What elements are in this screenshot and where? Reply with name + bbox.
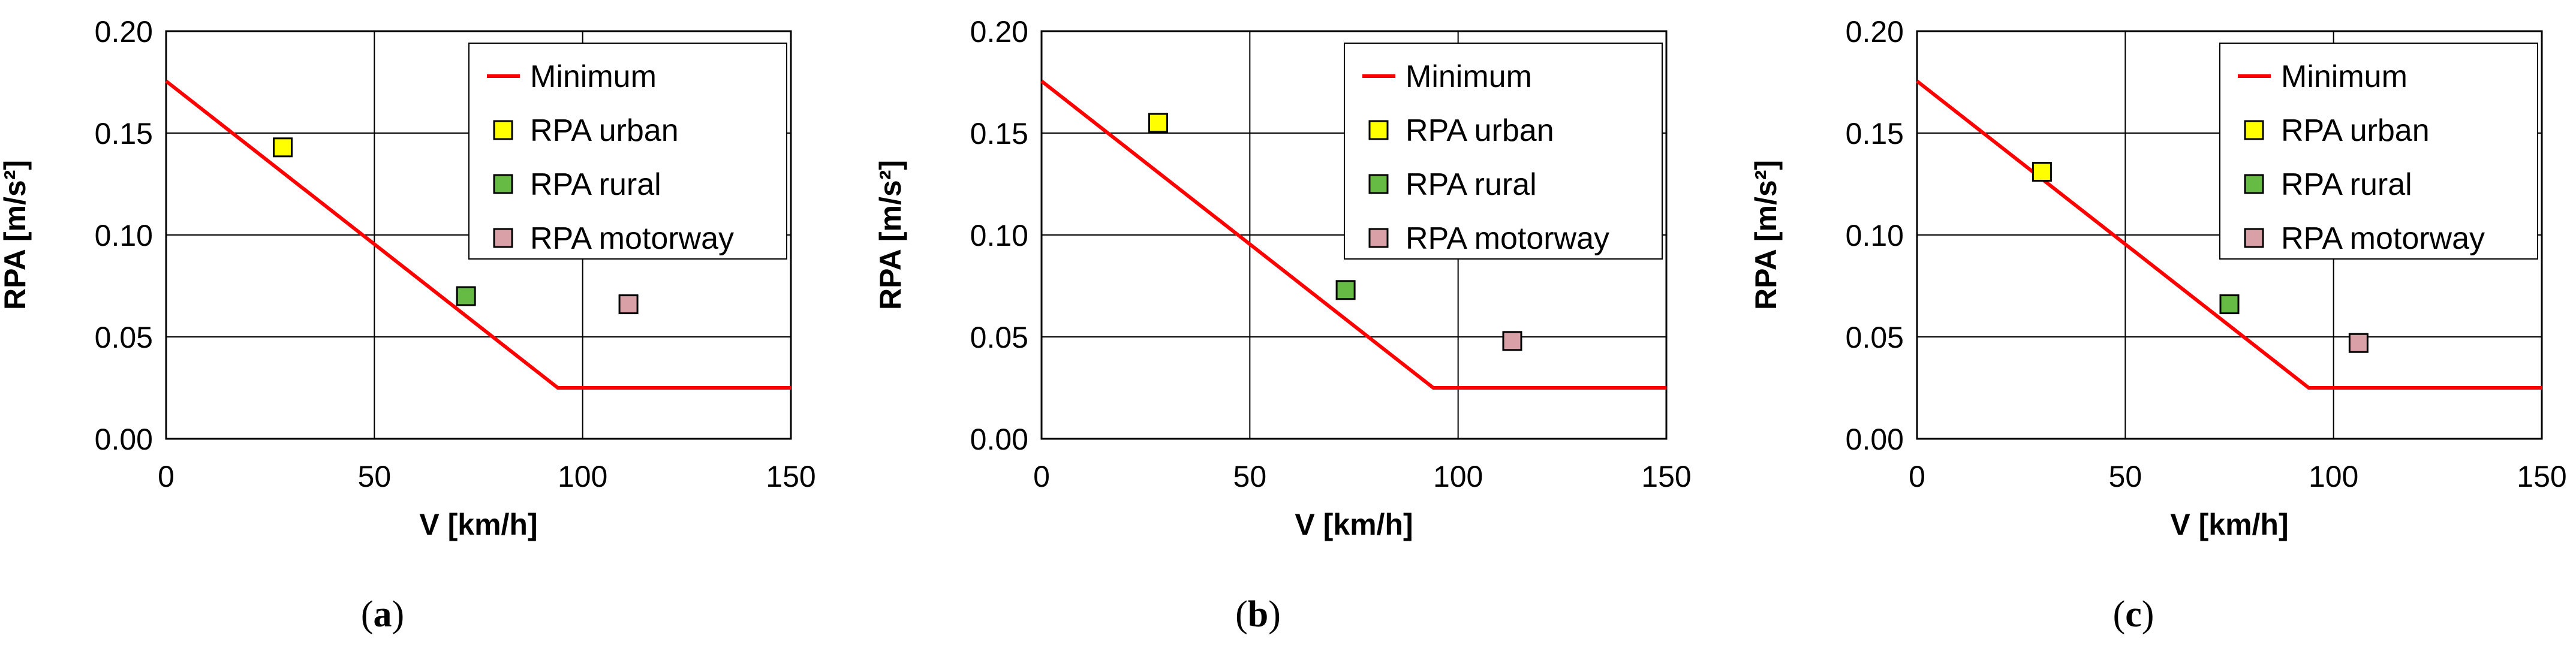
y-tick-label: 0.05 <box>1846 321 1904 354</box>
rpa-rural-marker <box>456 286 476 306</box>
x-tick-label: 0 <box>1033 460 1050 493</box>
x-tick-label: 150 <box>2517 460 2566 493</box>
caption-letter: c <box>2125 594 2142 635</box>
rpa-motorway-marker <box>2348 333 2369 353</box>
caption-paren: ) <box>392 594 405 635</box>
legend: Minimum RPA urban RPA rural RPA motorway <box>468 43 787 260</box>
y-tick-label: 0.10 <box>95 219 153 252</box>
legend-marker-swatch <box>2244 228 2264 248</box>
y-tick-label: 0.15 <box>1846 117 1904 150</box>
legend-marker-swatch <box>493 228 513 248</box>
y-axis-title: RPA [m/s²] <box>874 160 907 310</box>
rpa-urban-marker <box>1148 113 1169 133</box>
chart-panel-c: 0 50 100 150 0.00 0.05 0.10 0.15 0.20 Minimum RPA … <box>1749 15 2567 635</box>
rpa-motorway-marker <box>618 294 639 315</box>
legend-marker-swatch <box>2244 174 2264 194</box>
chart-panel-b: 0 50 100 150 0.00 0.05 0.10 0.15 0.20 Minimum RPA … <box>874 15 1692 635</box>
y-tick-label: 0.05 <box>95 321 153 354</box>
rpa-urban-marker <box>273 137 293 158</box>
y-tick-label: 0.00 <box>970 423 1028 456</box>
y-tick-label: 0.00 <box>95 423 153 456</box>
legend-label: RPA urban <box>530 113 679 148</box>
plot-area <box>165 30 792 440</box>
caption-paren: ( <box>2113 594 2126 635</box>
legend-marker-swatch <box>493 120 513 140</box>
legend: Minimum RPA urban RPA rural RPA motorway <box>1344 43 1663 260</box>
legend-box <box>2219 43 2538 260</box>
x-tick-label: 150 <box>766 460 815 493</box>
x-tick-label: 0 <box>158 460 174 493</box>
legend-label: RPA rural <box>1406 167 1537 202</box>
x-tick-label: 150 <box>1641 460 1691 493</box>
y-tick-label: 0.15 <box>95 117 153 150</box>
x-tick-label: 50 <box>2109 460 2142 493</box>
y-tick-label: 0.00 <box>1846 423 1904 456</box>
legend-label: Minimum <box>2281 59 2408 94</box>
legend-label: RPA urban <box>2281 113 2430 148</box>
y-tick-label: 0.20 <box>970 15 1028 49</box>
caption-paren: ) <box>1268 594 1281 635</box>
x-axis-title: V [km/h] <box>1295 508 1413 541</box>
rpa-rural-marker <box>1335 280 1356 300</box>
y-tick-label: 0.10 <box>970 219 1028 252</box>
caption-letter: b <box>1248 594 1268 635</box>
caption-paren: ) <box>2142 594 2154 635</box>
y-tick-label: 0.10 <box>1846 219 1904 252</box>
rpa-motorway-marker <box>1502 331 1522 351</box>
x-tick-label: 100 <box>558 460 607 493</box>
legend-label: Minimum <box>530 59 657 94</box>
x-tick-label: 100 <box>2309 460 2358 493</box>
legend-label: RPA rural <box>2281 167 2412 202</box>
panel-caption: (b) <box>1235 594 1281 635</box>
legend-box <box>468 43 787 260</box>
legend-marker-swatch <box>2244 120 2264 140</box>
rpa-rural-marker <box>2219 294 2240 315</box>
x-tick-label: 100 <box>1433 460 1483 493</box>
chart-panel-a: 0 50 100 150 0.00 0.05 0.10 0.15 0.20 Minimum RPA … <box>0 15 816 635</box>
y-tick-label: 0.20 <box>1846 15 1904 49</box>
panel-caption: (a) <box>361 594 404 635</box>
caption-paren: ( <box>1235 594 1248 635</box>
y-axis-title: RPA [m/s²] <box>0 160 32 310</box>
legend-label: RPA rural <box>530 167 661 202</box>
y-axis-title: RPA [m/s²] <box>1749 160 1783 310</box>
x-tick-label: 50 <box>358 460 392 493</box>
rpa-urban-marker <box>2032 162 2052 182</box>
minimum-line <box>1040 79 1666 390</box>
legend-marker-swatch <box>1368 228 1389 248</box>
y-tick-label: 0.05 <box>970 321 1028 354</box>
minimum-line <box>1916 79 2542 390</box>
x-axis-title: V [km/h] <box>419 508 537 541</box>
legend-marker-swatch <box>493 174 513 194</box>
x-tick-label: 50 <box>1233 460 1267 493</box>
y-tick-label: 0.15 <box>970 117 1028 150</box>
minimum-line <box>165 79 791 390</box>
legend-label: RPA motorway <box>530 221 734 256</box>
legend-marker-swatch <box>1368 120 1389 140</box>
legend-label: Minimum <box>1406 59 1532 94</box>
legend: Minimum RPA urban RPA rural RPA motorway <box>2219 43 2538 260</box>
legend-label: RPA motorway <box>1406 221 1609 256</box>
x-axis-title: V [km/h] <box>2170 508 2288 541</box>
legend-label: RPA urban <box>1406 113 1554 148</box>
caption-letter: a <box>374 594 392 635</box>
plot-area <box>1040 30 1668 440</box>
caption-paren: ( <box>361 594 374 635</box>
legend-marker-swatch <box>1368 174 1389 194</box>
panel-caption: (c) <box>2113 594 2154 635</box>
x-tick-label: 0 <box>1909 460 1925 493</box>
y-tick-label: 0.20 <box>95 15 153 49</box>
legend-label: RPA motorway <box>2281 221 2485 256</box>
plot-area <box>1916 30 2543 440</box>
legend-box <box>1344 43 1663 260</box>
